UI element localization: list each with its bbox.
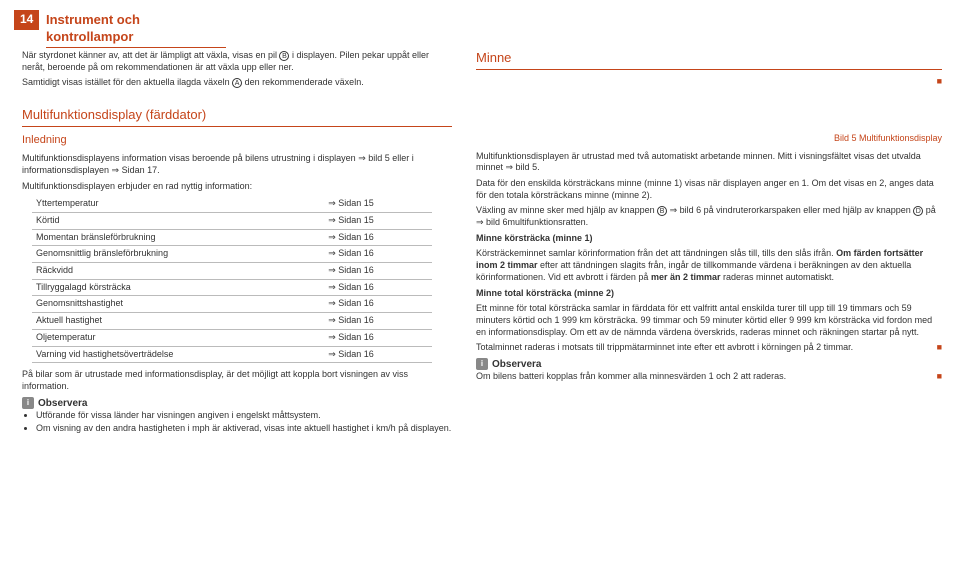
- info-table: Yttertemperatur⇒ Sidan 15Körtid⇒ Sidan 1…: [32, 196, 432, 363]
- left-p2: Multifunktionsdisplayen erbjuder en rad …: [22, 181, 452, 193]
- figure-caption: Bild 5 Multifunktionsdisplay: [476, 133, 942, 145]
- observera-title-right: Observera: [492, 358, 541, 371]
- table-cell-ref: ⇒ Sidan 16: [324, 313, 432, 330]
- intro-p2b: den rekommenderade växeln.: [242, 77, 364, 87]
- section-end-mark-3: ■: [937, 371, 942, 383]
- table-cell-label: Genomsnittlig bränsleförbrukning: [32, 246, 324, 263]
- info-icon: i: [22, 397, 34, 409]
- mfd-heading-text: Multifunktionsdisplay (färddator): [22, 107, 206, 122]
- list-item: Om visning av den andra hastigheten i mp…: [36, 423, 452, 435]
- circle-a-icon: A: [232, 78, 242, 88]
- header-title: Instrument och kontrollampor: [46, 12, 226, 48]
- page-content: När styrdonet känner av, att det är lämp…: [22, 50, 942, 439]
- table-row: Körtid⇒ Sidan 15: [32, 213, 432, 230]
- intro-p1: När styrdonet känner av, att det är lämp…: [22, 50, 452, 73]
- circle-b-icon: B: [279, 51, 289, 61]
- table-cell-ref: ⇒ Sidan 16: [324, 263, 432, 280]
- right-obs-text-span: Om bilens batteri kopplas från kommer al…: [476, 371, 786, 381]
- right-p3: Växling av minne sker med hjälp av knapp…: [476, 205, 942, 228]
- right-p6: Totalminnet raderas i motsats till tripp…: [476, 342, 942, 354]
- circle-b2-icon: B: [657, 206, 667, 216]
- circle-d-icon: D: [913, 206, 923, 216]
- right-p2: Data för den enskilda körsträckans minne…: [476, 178, 942, 201]
- table-cell-label: Genomsnittshastighet: [32, 296, 324, 313]
- table-cell-label: Räckvidd: [32, 263, 324, 280]
- mfd-heading: Multifunktionsdisplay (färddator): [22, 107, 452, 127]
- observera-title-left: Observera: [38, 397, 87, 410]
- observera-heading-left: i Observera: [22, 397, 452, 410]
- table-cell-ref: ⇒ Sidan 16: [324, 296, 432, 313]
- table-row: Varning vid hastighetsöverträdelse⇒ Sida…: [32, 346, 432, 363]
- right-obs-text: Om bilens batteri kopplas från kommer al…: [476, 371, 942, 383]
- table-row: Tillryggalagd körsträcka⇒ Sidan 16: [32, 279, 432, 296]
- minne-heading: Minne: [476, 50, 942, 70]
- intro-p2: Samtidigt visas istället för den aktuell…: [22, 77, 452, 89]
- table-cell-label: Körtid: [32, 213, 324, 230]
- inledning-heading: Inledning: [22, 133, 452, 147]
- section-end-mark: ■: [937, 76, 942, 88]
- main-columns: Inledning Multifunktionsdisplayens infor…: [22, 133, 942, 439]
- table-cell-ref: ⇒ Sidan 16: [324, 329, 432, 346]
- top-section: När styrdonet känner av, att det är lämp…: [22, 50, 942, 93]
- table-cell-label: Momentan bränsleförbrukning: [32, 229, 324, 246]
- table-cell-label: Yttertemperatur: [32, 196, 324, 212]
- table-cell-ref: ⇒ Sidan 16: [324, 346, 432, 363]
- table-row: Genomsnittshastighet⇒ Sidan 16: [32, 296, 432, 313]
- table-cell-ref: ⇒ Sidan 15: [324, 213, 432, 230]
- right-p3a: Växling av minne sker med hjälp av knapp…: [476, 205, 657, 215]
- table-row: Genomsnittlig bränsleförbrukning⇒ Sidan …: [32, 246, 432, 263]
- minne-heading-text: Minne: [476, 50, 511, 65]
- info-icon-2: i: [476, 358, 488, 370]
- intro-left: När styrdonet känner av, att det är lämp…: [22, 50, 452, 93]
- table-cell-label: Tillryggalagd körsträcka: [32, 279, 324, 296]
- page-number: 14: [14, 10, 39, 30]
- left-bullets: Utförande för vissa länder har visningen…: [36, 410, 452, 435]
- right-p3b: ⇒ bild 6 på vindruterorkarspaken eller m…: [667, 205, 913, 215]
- table-row: Aktuell hastighet⇒ Sidan 16: [32, 313, 432, 330]
- right-column: Bild 5 Multifunktionsdisplay Multifunkti…: [476, 133, 942, 439]
- table-cell-label: Varning vid hastighetsöverträdelse: [32, 346, 324, 363]
- table-cell-ref: ⇒ Sidan 16: [324, 229, 432, 246]
- intro-p1a: När styrdonet känner av, att det är lämp…: [22, 50, 279, 60]
- right-p6-text: Totalminnet raderas i motsats till tripp…: [476, 342, 853, 352]
- table-cell-ref: ⇒ Sidan 16: [324, 279, 432, 296]
- right-h2: Minne total körsträcka (minne 2): [476, 288, 942, 300]
- table-row: Momentan bränsleförbrukning⇒ Sidan 16: [32, 229, 432, 246]
- table-row: Oljetemperatur⇒ Sidan 16: [32, 329, 432, 346]
- observera-heading-right: i Observera: [476, 358, 942, 371]
- right-h1: Minne körsträcka (minne 1): [476, 233, 942, 245]
- table-row: Yttertemperatur⇒ Sidan 15: [32, 196, 432, 212]
- table-cell-ref: ⇒ Sidan 16: [324, 246, 432, 263]
- table-cell-ref: ⇒ Sidan 15: [324, 196, 432, 212]
- table-cell-label: Aktuell hastighet: [32, 313, 324, 330]
- list-item: Utförande för vissa länder har visningen…: [36, 410, 452, 422]
- section-end-mark-2: ■: [937, 342, 942, 354]
- right-p1: Multifunktionsdisplayen är utrustad med …: [476, 151, 942, 174]
- left-p3: På bilar som är utrustade med informatio…: [22, 369, 452, 392]
- left-p1: Multifunktionsdisplayens information vis…: [22, 153, 452, 176]
- table-cell-label: Oljetemperatur: [32, 329, 324, 346]
- intro-right: Minne ■: [476, 50, 942, 93]
- left-column: Inledning Multifunktionsdisplayens infor…: [22, 133, 452, 439]
- right-p4: Körsträckeminnet samlar körinformation f…: [476, 248, 942, 283]
- intro-p2a: Samtidigt visas istället för den aktuell…: [22, 77, 232, 87]
- table-row: Räckvidd⇒ Sidan 16: [32, 263, 432, 280]
- right-p5: Ett minne för total körsträcka samlar in…: [476, 303, 942, 338]
